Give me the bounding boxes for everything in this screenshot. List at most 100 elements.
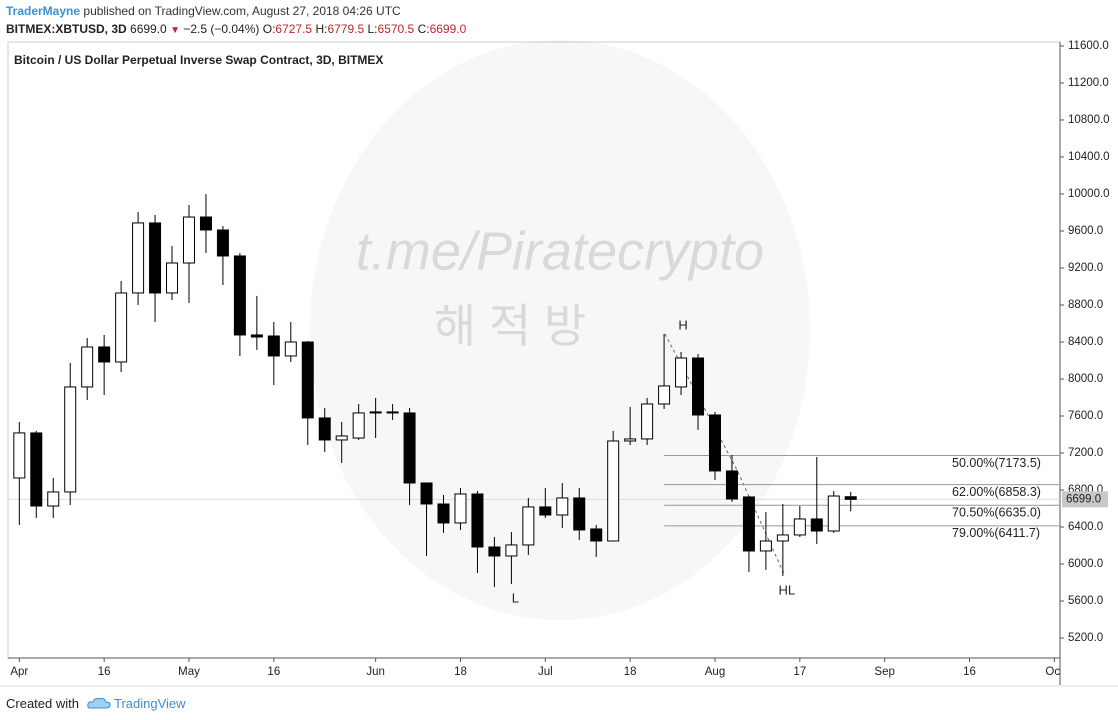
candle-body [267, 335, 280, 357]
candle-body [64, 386, 77, 493]
watermark-url: t.me/Piratecrypto [356, 221, 764, 281]
x-tick-label: Apr [10, 666, 28, 678]
x-tick-label: 18 [454, 666, 467, 678]
candle-body [30, 432, 43, 507]
annotation: L [512, 590, 519, 605]
ohlc-value: 6570.5 [377, 22, 415, 36]
brand[interactable]: TradingView [114, 696, 186, 711]
candle-body [471, 493, 484, 548]
x-axis: Apr 16 May 16 Jun 18 Jul 18 Aug 17 Sep 16 Oct [10, 658, 1060, 678]
ohlc-label: L: [367, 22, 378, 36]
publish-line: TraderMayne published on TradingView.com… [6, 4, 401, 18]
ohlc-value: 6779.5 [327, 22, 365, 36]
candle-body [318, 417, 331, 441]
published: published on TradingView.com, August 27,… [83, 4, 401, 18]
ohlc-label: H: [315, 22, 328, 36]
watermark-shape [310, 40, 810, 620]
candle-body [386, 411, 399, 414]
ohlc-value: 6727.5 [275, 22, 313, 36]
x-tick-label: 16 [963, 666, 976, 678]
candle-body [590, 528, 603, 542]
chart-title: Bitcoin / US Dollar Perpetual Inverse Sw… [14, 53, 383, 67]
candle-body [759, 540, 772, 552]
y-tick-label: 11600.0 [1068, 40, 1109, 52]
candle-body [250, 334, 263, 338]
candle-body [522, 506, 535, 546]
candle-body [827, 495, 840, 532]
candle-body [776, 534, 789, 542]
candle-body [352, 412, 365, 439]
candle-body [81, 346, 94, 388]
fib-label: 50.00%(7173.5) [952, 456, 1041, 470]
x-tick-label: Aug [705, 666, 725, 678]
candle-body [166, 262, 179, 294]
candle-body [573, 497, 586, 531]
candle-body [284, 341, 297, 357]
x-tick-label: Jul [538, 666, 553, 678]
last: 6699.0 [130, 22, 167, 36]
ohlc-value: 6699.0 [429, 22, 467, 36]
candle-body [505, 544, 518, 557]
x-tick-label: 16 [267, 666, 280, 678]
symbol-line: BITMEX:XBTUSD, 3D 6699.0 ▼ −2.5 (−0.04%)… [6, 22, 466, 36]
created-with: Created with [6, 696, 79, 711]
x-tick-label: Sep [874, 666, 894, 678]
candle-body [658, 385, 671, 405]
fib-label: 70.50%(6635.0) [952, 506, 1041, 520]
candle-body [403, 412, 416, 484]
candle-body [98, 346, 111, 363]
candle-body [607, 440, 620, 542]
candle-body [182, 216, 195, 264]
last-price-box [1062, 491, 1108, 508]
plot-frame [7, 41, 1061, 659]
candle-body [793, 518, 806, 536]
candle-body [47, 491, 60, 507]
candle-body [132, 222, 145, 294]
y-tick-label: 8800.0 [1068, 299, 1103, 311]
ohlc-label: O: [262, 22, 276, 36]
candle-body [115, 292, 128, 363]
candle-body [810, 518, 823, 532]
symbol: BITMEX:XBTUSD, 3D [6, 22, 127, 36]
y-tick-label: 9200.0 [1068, 262, 1103, 274]
y-tick-label: 11200.0 [1068, 77, 1109, 89]
candle-body [488, 546, 501, 557]
logo [86, 697, 111, 709]
y-tick-label: 10400.0 [1068, 151, 1110, 163]
y-tick-label: 5200.0 [1068, 632, 1103, 644]
chart: t.me/Piratecrypto 해 적 방 Bitcoin / US Dol… [0, 40, 1118, 687]
candle-body [335, 435, 348, 441]
arrow: ▼ [170, 25, 180, 36]
watermark: t.me/Piratecrypto 해 적 방 [310, 40, 810, 620]
last-price-label: 6699.0 [1066, 493, 1101, 505]
fib-label: 79.00%(6411.7) [952, 526, 1040, 540]
candle-body [216, 229, 229, 257]
x-tick-label: 16 [98, 666, 111, 678]
y-tick-label: 7600.0 [1068, 410, 1103, 422]
fib-label: 62.00%(6858.3) [952, 485, 1041, 499]
candle-body [692, 357, 705, 416]
watermark-korean: 해 적 방 [434, 300, 587, 352]
candle-body [708, 414, 721, 472]
candle-body [149, 222, 162, 294]
candle-body [454, 493, 467, 524]
y-tick-label: 8000.0 [1068, 373, 1103, 385]
candle-body [725, 470, 738, 500]
author[interactable]: TraderMayne [6, 4, 81, 18]
y-tick-label: 5600.0 [1068, 595, 1103, 607]
ohlc-label: C: [417, 22, 430, 36]
x-tick-label: Jun [366, 666, 385, 678]
candle-body [369, 411, 382, 414]
y-tick-label: 10800.0 [1068, 114, 1110, 126]
candle-body [641, 403, 654, 440]
candle-body [13, 432, 26, 479]
annotation: HL [779, 582, 796, 597]
x-tick-label: 18 [624, 666, 637, 678]
footer: Created with TradingView [6, 694, 186, 711]
candle-body [420, 482, 433, 505]
y-tick-label: 7200.0 [1068, 447, 1103, 459]
candle-body [301, 341, 314, 419]
annotation: H [678, 317, 687, 332]
candle-body [742, 496, 755, 552]
